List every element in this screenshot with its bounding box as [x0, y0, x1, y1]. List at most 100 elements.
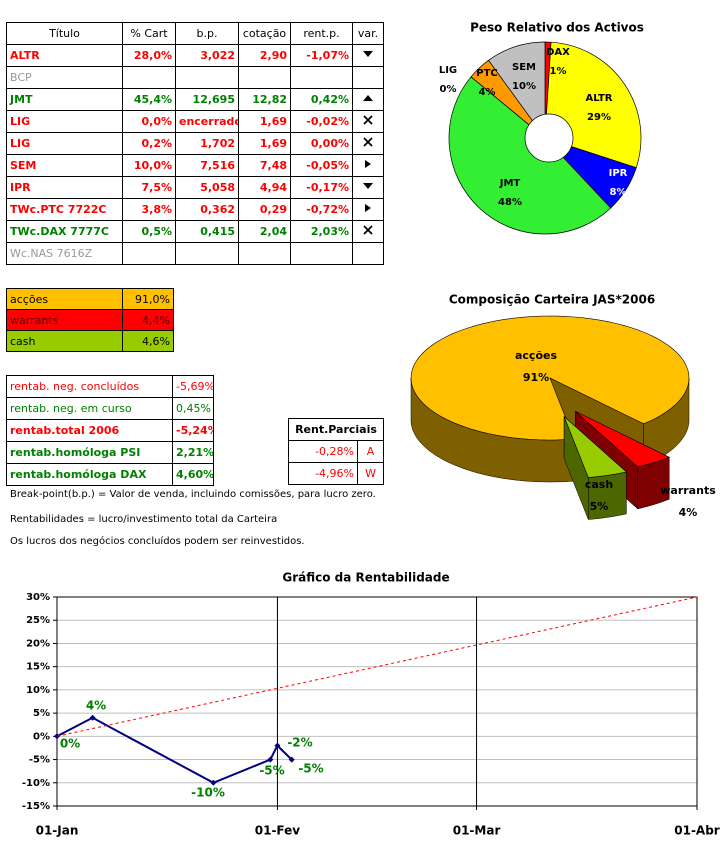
data-point [267, 756, 274, 763]
table-cell: 12,82 [238, 88, 291, 111]
table-cell: Wc.NAS 7616Z [6, 242, 123, 265]
slice-label: IPR [609, 168, 628, 179]
slice-value-label: 48% [498, 197, 522, 208]
table-cell [238, 242, 291, 265]
table-row: rentab.total 2006-5,24% [6, 419, 214, 442]
column-header: var. [352, 22, 384, 45]
table-cell: -0,28% [288, 440, 358, 463]
data-label: -10% [191, 786, 225, 800]
table-cell: 4,6% [122, 330, 174, 352]
table-cell: 2,21% [172, 441, 214, 464]
table-cell: 0,45% [172, 397, 214, 420]
trend-icon [363, 137, 373, 147]
x-tick-label: 01-Abr [674, 824, 720, 838]
y-tick-label: -10% [22, 778, 50, 789]
y-tick-label: 0% [33, 731, 50, 742]
y-tick-label: 25% [26, 615, 50, 626]
plot-border [56, 596, 698, 807]
table-cell: LIG [6, 110, 123, 133]
table-row: acções 91,0% [6, 288, 174, 310]
table-cell: 0,415 [175, 220, 239, 243]
table-cell: encerrado [175, 110, 239, 133]
header-row: Título% Cart b.p. cotação rent.p. var. [6, 22, 384, 45]
table-cell: -4,96% [288, 462, 358, 485]
pie-slice [488, 41, 546, 140]
table-cell: cash [6, 330, 123, 352]
slice-value-label: 8% [610, 187, 627, 198]
slice-label: acções [515, 349, 557, 362]
table-row: BCP [6, 66, 384, 89]
data-label: -5% [298, 762, 323, 776]
y-tick-label: 5% [33, 708, 50, 719]
table-cell: -5,24% [172, 419, 214, 442]
data-label: -5% [259, 764, 284, 778]
icon-shape [363, 95, 373, 101]
pie-slice [575, 411, 670, 468]
table-cell: rentab.homóloga PSI [6, 441, 173, 464]
icon-shape [363, 225, 373, 235]
table-cell [352, 110, 384, 133]
allocation-table: acções 91,0% warrants 4,4% cash 4,6% [6, 288, 174, 352]
y-tick-label: 15% [26, 662, 50, 673]
icon-shape [365, 204, 371, 212]
y-tick-label: 20% [26, 638, 50, 649]
column-header: b.p. [175, 22, 239, 45]
note: Rentabilidades = lucro/investimento tota… [10, 514, 278, 525]
data-point [274, 742, 281, 749]
chart-title: Peso Relativo dos Activos [470, 21, 644, 35]
x-tick-label: 01-Mar [453, 824, 501, 838]
table-cell: 2,03% [290, 220, 353, 243]
trend-icon [363, 95, 373, 101]
table-cell: 45,4% [122, 88, 176, 111]
table-row: IPR 7,5% 5,058 4,94 -0,17% [6, 176, 384, 199]
pie-slice [448, 76, 612, 235]
data-point [89, 714, 96, 721]
x-tick-label: 01-Fev [255, 824, 301, 838]
table-cell: 1,702 [175, 132, 239, 155]
table-cell: rentab.homóloga DAX [6, 463, 173, 486]
slice-label: PTC [476, 68, 498, 79]
table-cell [175, 66, 239, 89]
table-cell: 0,2% [122, 132, 176, 155]
returns-table: rentab. neg. concluídos -5,69% rentab. neg… [6, 375, 214, 486]
table-row: rentab. neg. em curso 0,45% [6, 397, 214, 420]
table-cell [122, 66, 176, 89]
table-cell: 2,04 [238, 220, 291, 243]
table-cell: IPR [6, 176, 123, 199]
y-tick-label: 30% [26, 592, 50, 603]
data-point [288, 756, 295, 763]
table-cell [352, 132, 384, 155]
table-cell: 4,60% [172, 463, 214, 486]
partial-returns-table: Rent.Parciais -0,28% A -4,96% W [287, 418, 385, 485]
table-cell: W [356, 462, 385, 485]
slice-value-label: 4% [479, 87, 496, 98]
table-cell [352, 242, 384, 265]
trend-icon [363, 225, 373, 235]
table-cell [175, 242, 239, 265]
donut-hole [524, 113, 574, 163]
table-cell [238, 66, 291, 89]
chart-title: Gráfico da Rentabilidade [282, 571, 449, 585]
table-cell: 7,48 [238, 154, 291, 177]
x-tick-label: 01-Jan [36, 824, 79, 838]
note: Break-point(b.p.) = Valor de venda, incl… [10, 489, 376, 500]
table-cell: 7,516 [175, 154, 239, 177]
table-cell [352, 154, 384, 177]
trend-icon [365, 160, 371, 168]
table-row: warrants 4,4% [6, 309, 174, 331]
positions-table: Título% Cart b.p. cotação rent.p. var. ALTR 28… [6, 22, 384, 265]
table-row: TWc.DAX 7777C 0,5% 0,415 2,04 2,03% [6, 220, 384, 243]
header-row: Rent.Parciais [287, 418, 385, 441]
table-cell: rentab.total 2006 [6, 419, 173, 442]
table-cell: TWc.PTC 7722C [6, 198, 123, 221]
slice-label: DAX [546, 47, 570, 58]
table-cell [352, 66, 384, 89]
table-cell: 0,29 [238, 198, 291, 221]
table-row: Wc.NAS 7616Z [6, 242, 384, 265]
data-label: -2% [287, 736, 312, 750]
table-cell: acções [6, 288, 123, 310]
table-row: LIG 0,0% encerrado 1,69 -0,02% [6, 110, 384, 133]
table-cell: rentab. neg. em curso [6, 397, 173, 420]
table-cell: A [356, 440, 385, 463]
